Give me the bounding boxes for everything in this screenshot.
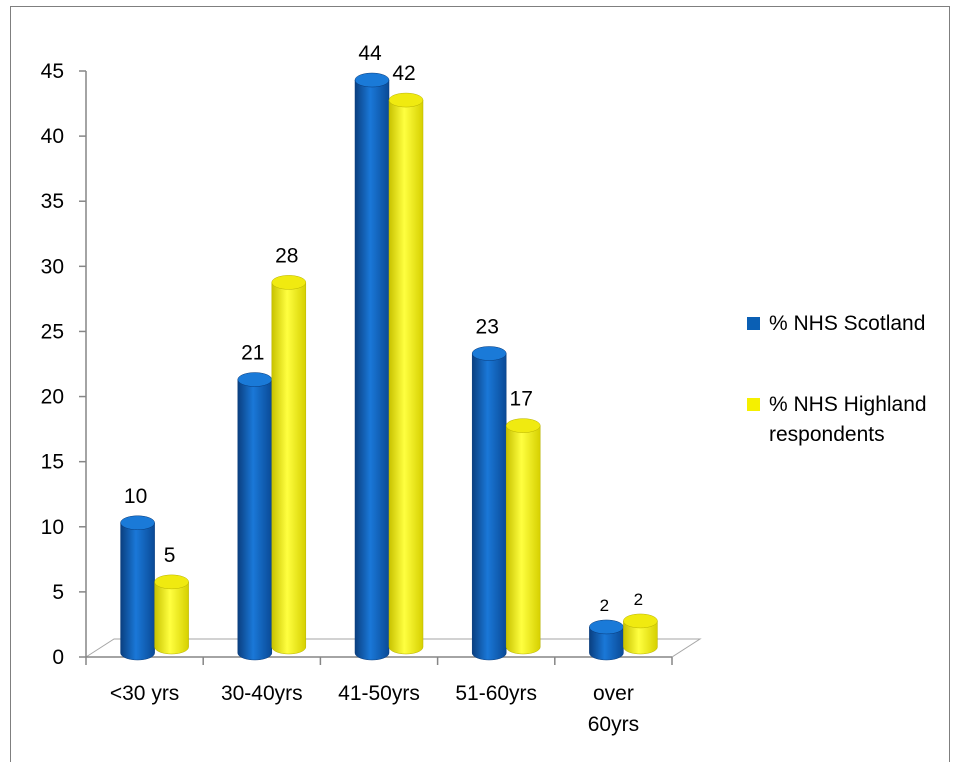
- bar-highland: [505, 425, 541, 655]
- data-label: 10: [124, 485, 147, 508]
- bar-top: [623, 613, 658, 629]
- data-label: 2: [634, 590, 643, 609]
- legend-label: respondents: [769, 423, 885, 446]
- bar-top: [154, 574, 189, 590]
- y-tick-label: 25: [41, 320, 64, 343]
- x-tick-label: 60yrs: [588, 713, 639, 736]
- y-tick-label: 15: [41, 451, 64, 474]
- y-tick-label: 30: [41, 255, 64, 278]
- data-label: 5: [164, 544, 176, 567]
- data-label: 42: [392, 62, 415, 85]
- bar-scotland: [471, 353, 507, 661]
- bar-scotland: [354, 79, 390, 661]
- y-tick-label: 40: [41, 125, 64, 148]
- bar-highland: [623, 620, 658, 655]
- x-tick-label: 41-50yrs: [338, 682, 420, 705]
- data-label: 23: [476, 315, 499, 338]
- data-label: 21: [241, 342, 264, 365]
- bar-scotland: [237, 379, 273, 661]
- bar-top: [471, 346, 507, 361]
- bar-highland: [388, 99, 424, 655]
- bars: [120, 72, 658, 661]
- y-tick-label: 45: [41, 60, 64, 83]
- x-tick-label: 30-40yrs: [221, 682, 303, 705]
- bar-top: [237, 372, 273, 387]
- data-label: 2: [600, 596, 609, 615]
- bar-top: [271, 275, 307, 290]
- y-tick-label: 20: [41, 386, 64, 409]
- x-tick-label: 51-60yrs: [455, 682, 537, 705]
- bar-highland: [271, 282, 307, 655]
- chart-frame: [10, 6, 950, 762]
- legend-label: % NHS Scotland: [769, 312, 925, 335]
- bar-top: [120, 515, 155, 531]
- y-tick-label: 0: [52, 646, 64, 669]
- legend: % NHS Scotland % NHS Highland respondents: [747, 312, 927, 446]
- y-tick-label: 35: [41, 190, 64, 213]
- x-tick-label: <30 yrs: [110, 682, 179, 705]
- bar-top: [354, 72, 390, 88]
- bar-scotland: [120, 522, 155, 661]
- bar-scotland: [589, 626, 624, 661]
- y-tick-label: 5: [52, 581, 64, 604]
- data-label: 17: [510, 388, 533, 411]
- data-label: 44: [358, 42, 382, 65]
- bar-top: [589, 619, 624, 635]
- x-tick-label: over: [593, 682, 634, 705]
- bar-top: [388, 92, 424, 108]
- data-label: 28: [275, 244, 298, 267]
- legend-label: % NHS Highland: [769, 393, 927, 416]
- labels: 10 21 44 23 2 5 28 42 17 2: [124, 42, 643, 615]
- legend-swatch: [747, 317, 760, 330]
- legend-swatch: [747, 398, 760, 411]
- y-tick-label: 10: [41, 516, 64, 539]
- bar-highland: [154, 581, 189, 655]
- bar-top: [505, 418, 541, 433]
